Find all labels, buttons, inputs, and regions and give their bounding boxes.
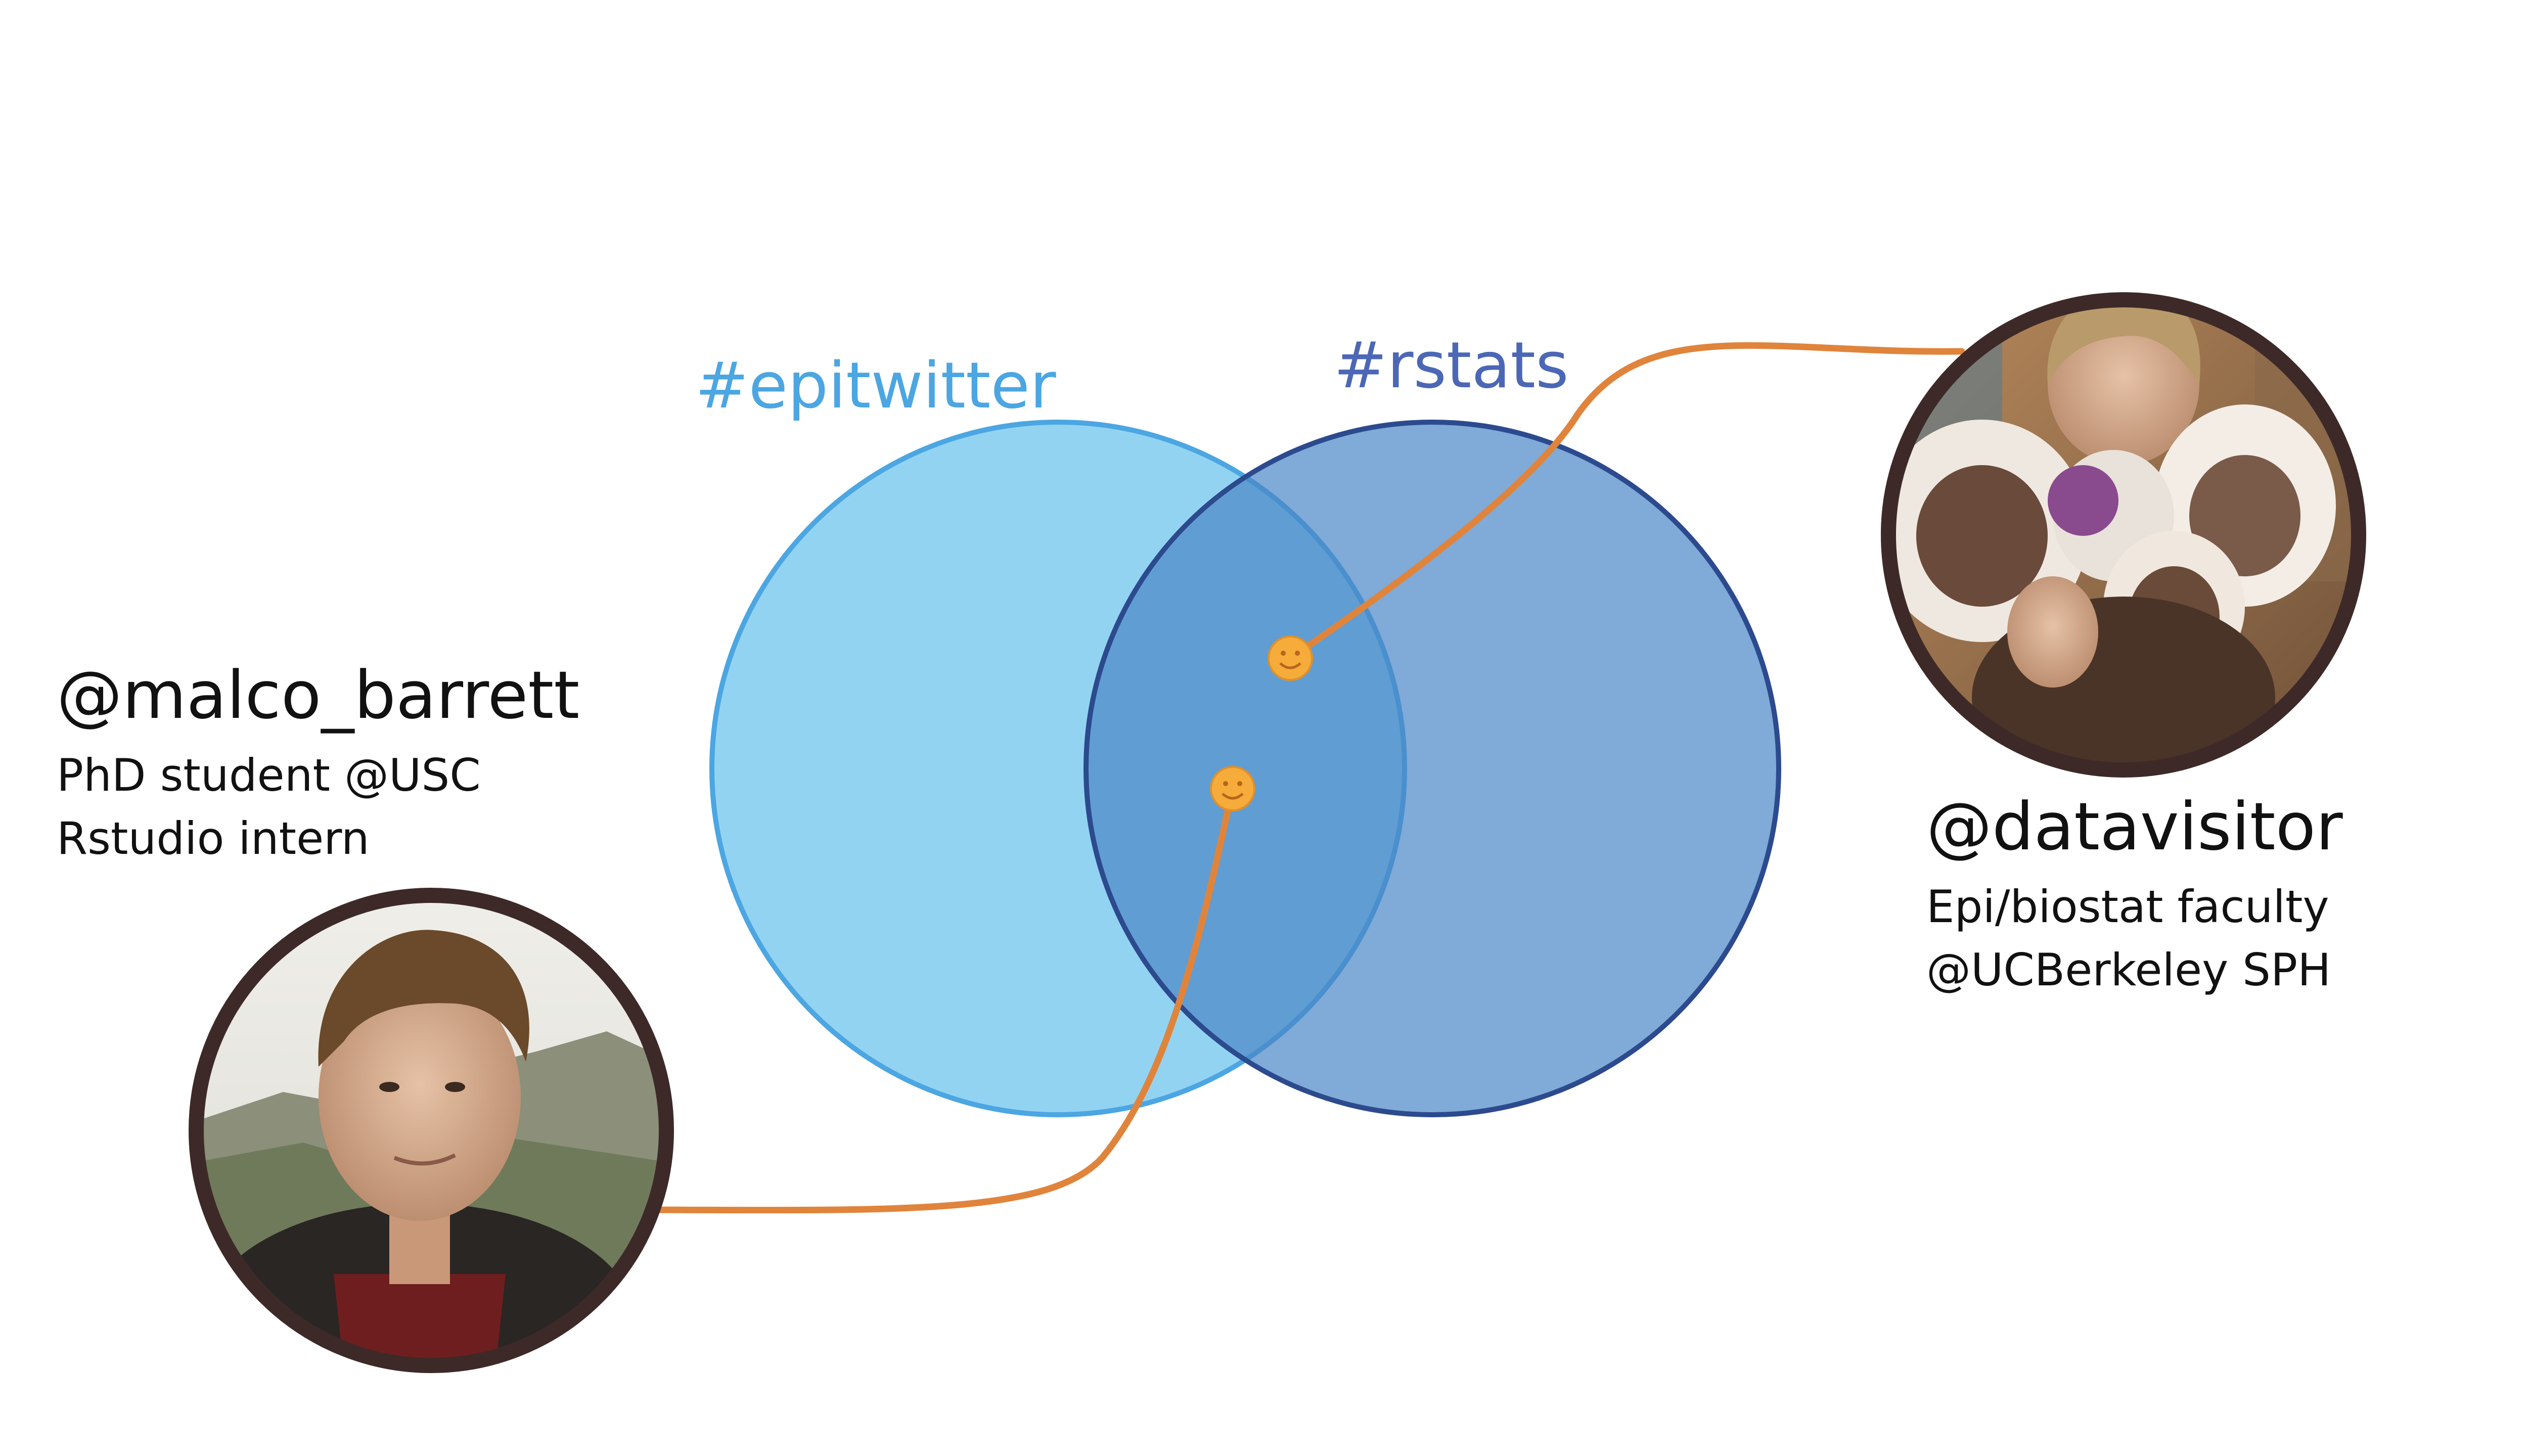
malco-handle: @malco_barrett bbox=[57, 657, 580, 734]
datavisitor-line1: Epi/biostat faculty bbox=[1926, 881, 2329, 933]
rstats-circle bbox=[1084, 420, 1781, 1117]
avatar-malco-barrett bbox=[196, 895, 666, 1366]
avatar-frame-malco bbox=[189, 888, 674, 1373]
connector-malco bbox=[654, 785, 1236, 1214]
datavisitor-handle: @datavisitor bbox=[1926, 788, 2343, 865]
epitwitter-label: #epitwitter bbox=[695, 348, 1056, 423]
connector-datavisitor bbox=[1287, 342, 1965, 662]
smiley-icon bbox=[1210, 766, 1255, 811]
datavisitor-line2: @UCBerkeley SPH bbox=[1926, 944, 2331, 996]
smiley-icon bbox=[1268, 635, 1313, 681]
rstats-label: #rstats bbox=[1334, 328, 1569, 402]
malco-line2: Rstudio intern bbox=[57, 812, 370, 864]
malco-line1: PhD student @USC bbox=[57, 749, 481, 801]
avatar-frame-datavisitor bbox=[1881, 292, 2366, 778]
avatar-datavisitor bbox=[1888, 300, 2359, 770]
